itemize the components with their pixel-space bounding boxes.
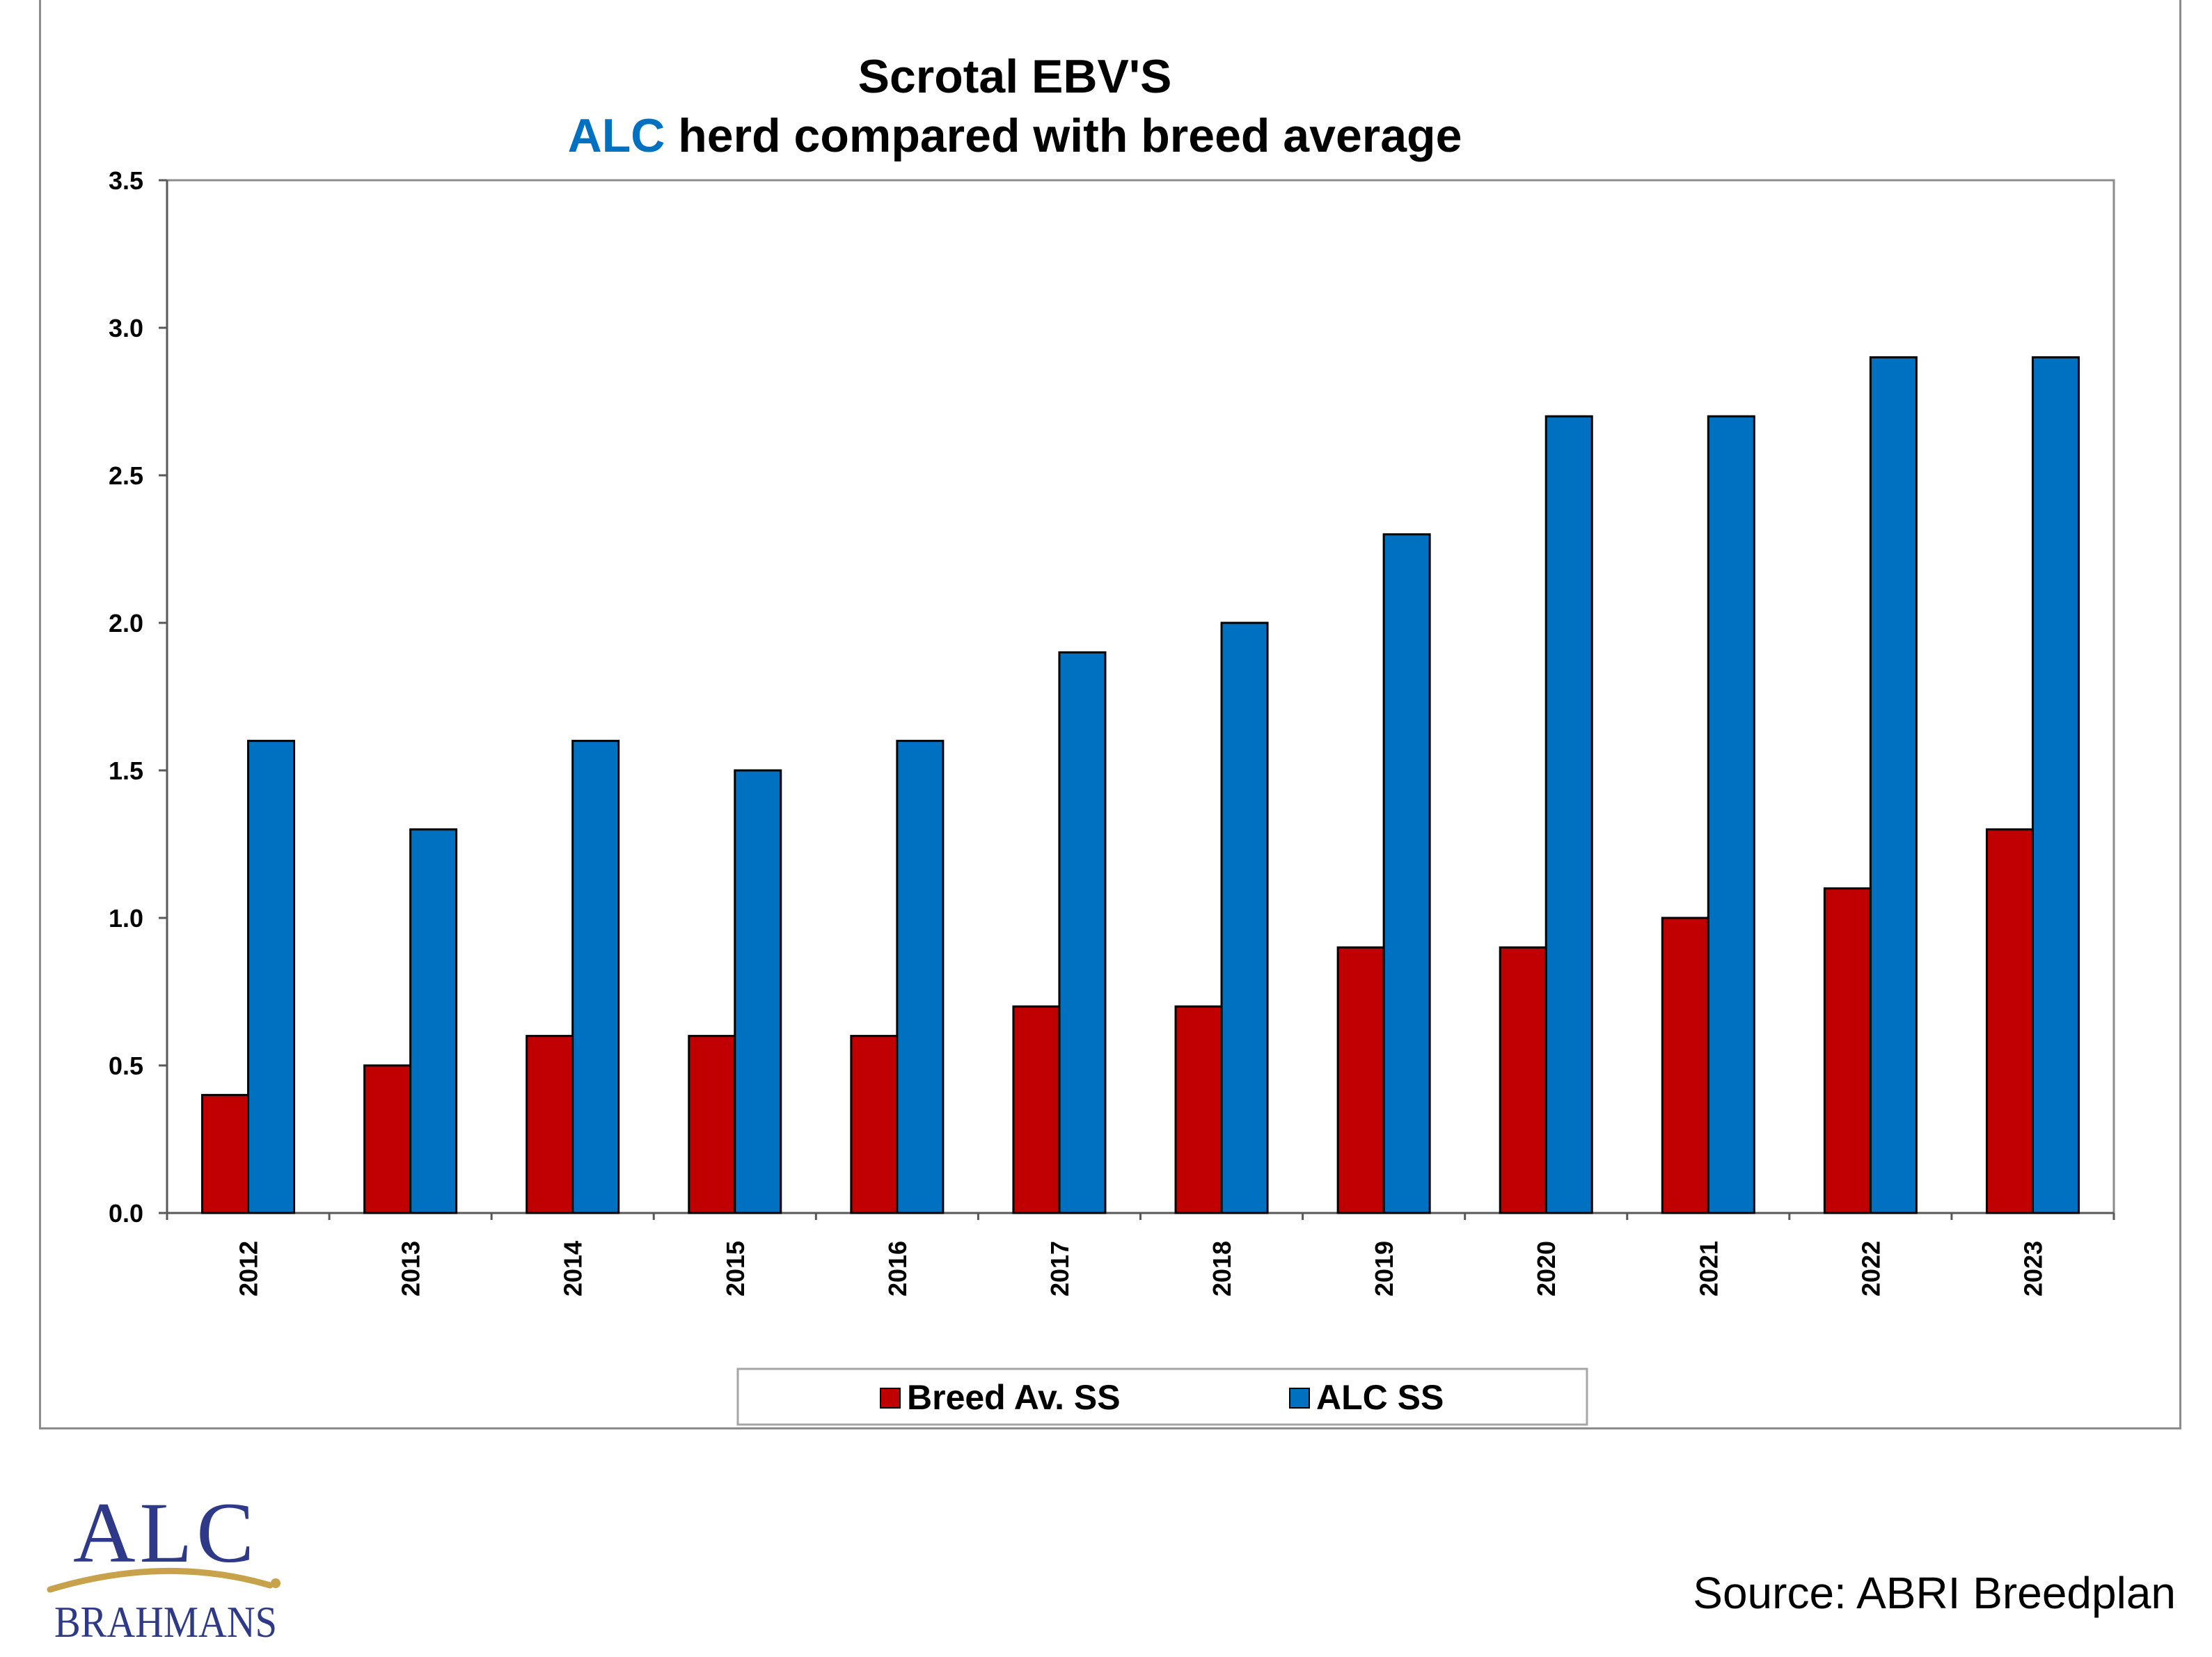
logo-swoosh <box>47 1567 274 1593</box>
bar-alc-ss <box>1545 415 1593 1214</box>
bar-breed-av-ss <box>1012 1005 1061 1214</box>
bar-breed-av-ss <box>688 1035 736 1214</box>
bar-breed-av-ss <box>1823 887 1872 1214</box>
logo-text-alc: ALC <box>73 1485 258 1580</box>
y-axis: 0.0 0.5 1.0 1.5 2.0 2.5 3.0 3.5 <box>109 166 168 1228</box>
legend-swatch-alc <box>1289 1388 1310 1409</box>
x-tick-label: 2020 <box>1532 1241 1561 1297</box>
legend-swatch-breed <box>880 1388 901 1409</box>
alc-brahmans-logo: ALC BRAHMANS <box>47 1485 281 1647</box>
bar-breed-av-ss <box>850 1035 899 1214</box>
x-tick-label: 2012 <box>235 1241 263 1297</box>
bar-breed-av-ss <box>201 1093 250 1214</box>
chart: Scrotal EBV'S ALC herd compared with bre… <box>109 50 2115 1426</box>
y-tick-label: 2.5 <box>109 461 143 490</box>
bar-alc-ss <box>247 740 296 1214</box>
legend-label-alc: ALC SS <box>1316 1378 1444 1417</box>
x-tick-label: 2018 <box>1208 1241 1236 1297</box>
y-tick-label: 1.5 <box>109 756 143 785</box>
x-tick-label: 2014 <box>559 1241 587 1297</box>
y-tick-label: 0.0 <box>109 1199 143 1228</box>
bar-alc-ss <box>1707 415 1755 1214</box>
bar-alc-ss <box>2031 356 2080 1214</box>
bar-alc-ss <box>1382 533 1431 1214</box>
bar-alc-ss <box>1220 621 1269 1214</box>
bar-alc-ss <box>1058 651 1107 1214</box>
chart-title-accent: ALC <box>568 109 665 162</box>
y-tick-label: 3.5 <box>109 166 143 195</box>
x-tick-label: 2015 <box>721 1241 750 1297</box>
x-tick-label: 2019 <box>1370 1241 1398 1297</box>
y-tick-label: 2.0 <box>109 609 143 637</box>
x-tick-label: 2022 <box>1856 1241 1885 1297</box>
legend: Breed Av. SS ALC SS <box>736 1367 1588 1426</box>
x-tick-label: 2013 <box>397 1241 425 1297</box>
legend-box <box>736 1367 1588 1426</box>
x-tick-label: 2023 <box>2019 1241 2047 1297</box>
bars <box>201 356 2080 1214</box>
bar-breed-av-ss <box>1174 1005 1223 1214</box>
bar-breed-av-ss <box>1336 946 1385 1214</box>
y-tick-label: 3.0 <box>109 314 143 342</box>
plot-area <box>166 179 2115 1214</box>
x-tick-label: 2021 <box>1694 1241 1723 1297</box>
chart-title-line2: ALC herd compared with breed average <box>568 109 1462 162</box>
logo-text-brahmans: BRAHMANS <box>54 1597 277 1647</box>
y-tick-label: 0.5 <box>109 1052 143 1080</box>
bar-breed-av-ss <box>1985 828 2034 1214</box>
bar-breed-av-ss <box>363 1064 412 1214</box>
bar-alc-ss <box>896 740 945 1214</box>
x-tick-label: 2017 <box>1045 1241 1074 1297</box>
bar-alc-ss <box>409 828 458 1214</box>
chart-title-line1: Scrotal EBV'S <box>858 50 1172 103</box>
bar-breed-av-ss <box>526 1035 574 1214</box>
bar-alc-ss <box>571 740 620 1214</box>
bar-alc-ss <box>1869 356 1918 1214</box>
source-note: Source: ABRI Breedplan <box>1693 1568 2176 1618</box>
x-tick-label: 2016 <box>883 1241 912 1297</box>
chart-title-rest: herd compared with breed average <box>665 109 1462 162</box>
legend-label-breed: Breed Av. SS <box>907 1378 1121 1417</box>
logo-swoosh-dot <box>271 1578 281 1588</box>
y-tick-label: 1.0 <box>109 904 143 933</box>
bar-breed-av-ss <box>1661 917 1709 1214</box>
x-axis: 2012 2013 2014 2015 2016 2017 2018 2019 2020 2021… <box>166 1212 2115 1297</box>
bar-breed-av-ss <box>1499 946 1547 1214</box>
bar-alc-ss <box>734 769 782 1214</box>
